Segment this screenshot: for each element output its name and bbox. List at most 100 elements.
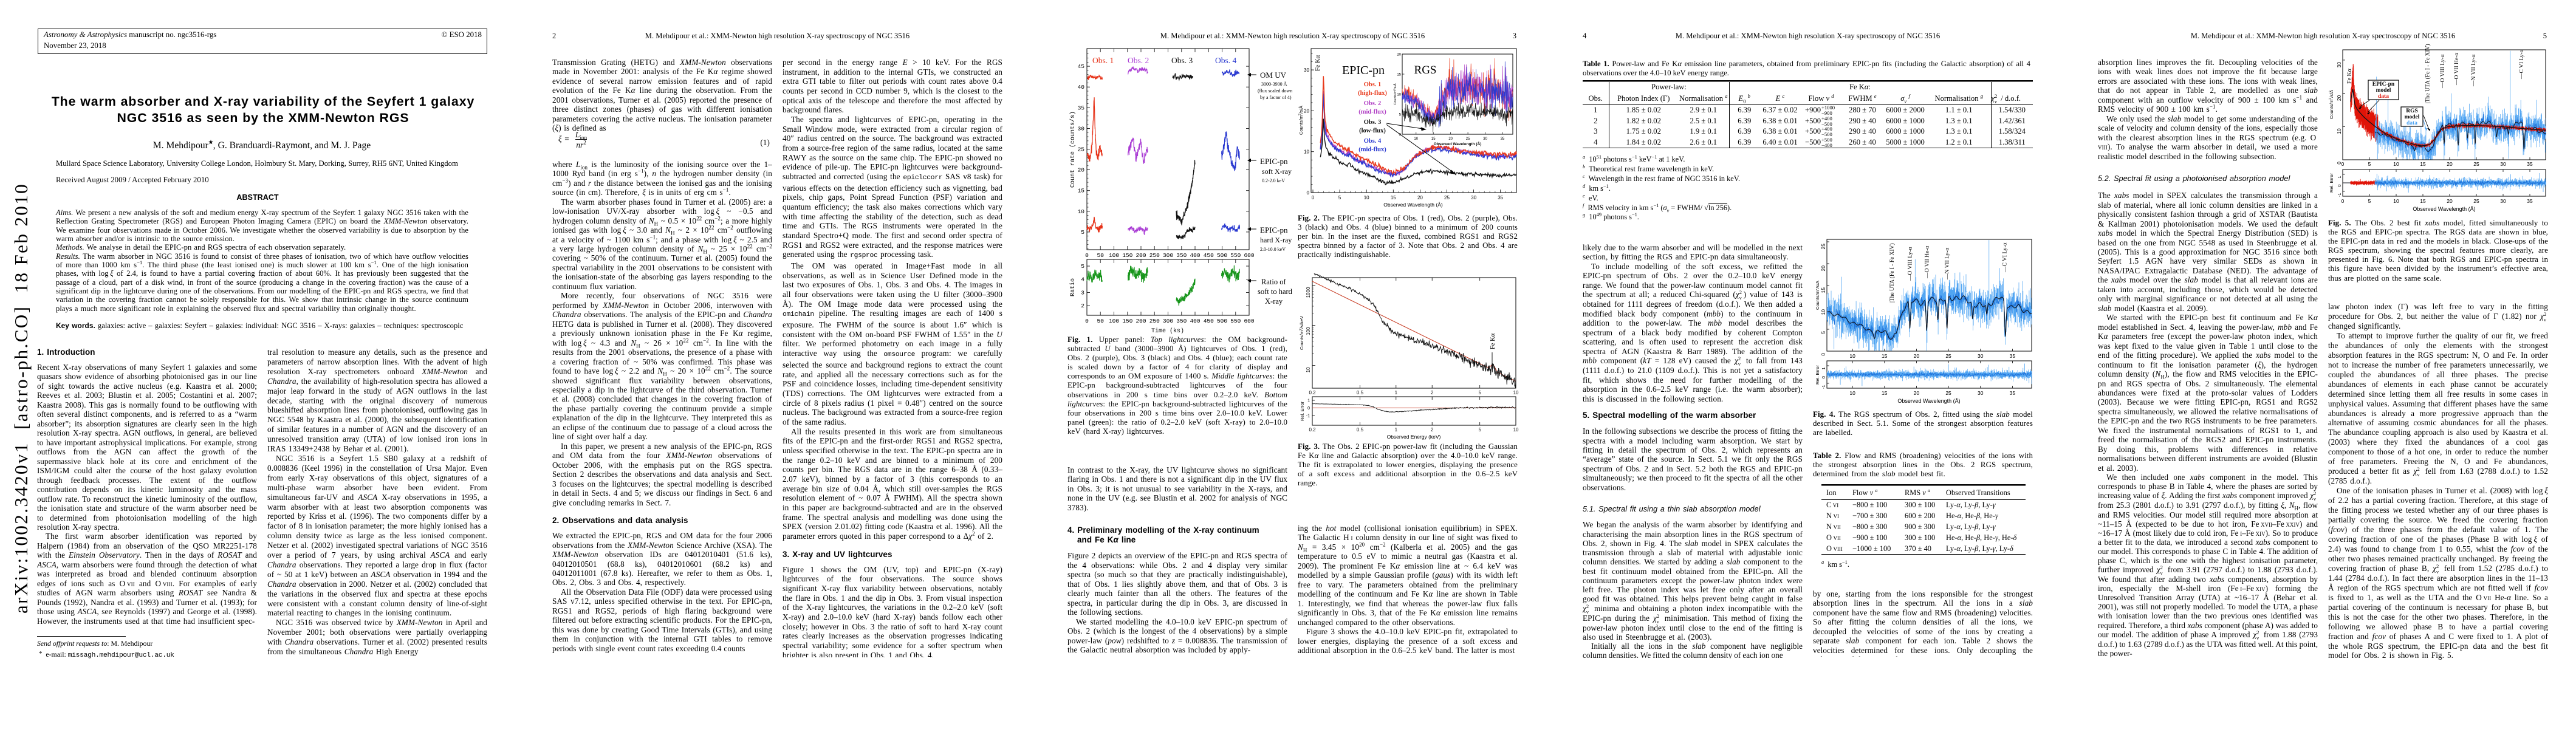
- svg-text:Counts/m2/s/keV: Counts/m2/s/keV: [1299, 316, 1304, 350]
- svg-text:10: 10: [1849, 390, 1855, 396]
- svg-text:Obs. 2: Obs. 2: [1128, 56, 1149, 65]
- svg-text:10: 10: [1397, 94, 1401, 97]
- svg-text:1: 1: [1821, 368, 1826, 370]
- svg-text:10: 10: [2393, 161, 2399, 167]
- svg-text:20: 20: [2447, 161, 2453, 167]
- svg-text:200: 200: [1136, 318, 1146, 324]
- svg-text:RGS: RGS: [2406, 108, 2418, 114]
- svg-text:model: model: [2376, 87, 2391, 94]
- svg-text:250: 250: [1149, 318, 1160, 324]
- svg-text:0: 0: [1085, 252, 1089, 259]
- svg-text:soft to hard: soft to hard: [1258, 287, 1293, 296]
- svg-text:0: 0: [1085, 318, 1089, 324]
- svg-text:3000-3900 Å: 3000-3900 Å: [1261, 81, 1287, 87]
- svg-text:30: 30: [1471, 195, 1476, 200]
- svg-text:50: 50: [1097, 318, 1105, 324]
- svg-text:data: data: [2378, 94, 2389, 100]
- svg-text:—O VIII Ly-α: —O VIII Ly-α: [1908, 247, 1914, 281]
- svg-text:0: 0: [1821, 376, 1826, 378]
- svg-text:(mid-flux): (mid-flux): [1358, 146, 1386, 153]
- svg-text:20: 20: [1448, 137, 1453, 141]
- svg-text:0: 0: [1312, 195, 1315, 200]
- svg-text:35: 35: [1078, 104, 1085, 111]
- svg-text:15: 15: [1391, 195, 1396, 200]
- svg-text:5: 5: [1399, 114, 1402, 117]
- svg-text:Observed Wavelength (Å): Observed Wavelength (Å): [1897, 398, 1960, 404]
- svg-text:500: 500: [1217, 318, 1227, 324]
- svg-text:15: 15: [1431, 137, 1436, 141]
- svg-text:25: 25: [1466, 137, 1470, 141]
- svg-text:20: 20: [2336, 95, 2342, 101]
- svg-text:35: 35: [2527, 161, 2533, 167]
- svg-text:10: 10: [1364, 195, 1369, 200]
- svg-text:Obs. 4: Obs. 4: [1364, 138, 1382, 145]
- svg-text:5: 5: [2368, 161, 2371, 167]
- svg-text:20: 20: [1078, 167, 1085, 174]
- svg-text:10: 10: [1849, 353, 1855, 359]
- svg-text:550: 550: [1230, 252, 1241, 259]
- svg-text:15: 15: [1820, 287, 1826, 293]
- svg-text:15: 15: [2420, 198, 2426, 204]
- svg-text:|The UTA (Fe I - Fe XIV): |The UTA (Fe I - Fe XIV): [2425, 44, 2431, 103]
- svg-text:Rel. Error: Rel. Error: [1816, 364, 1820, 385]
- svg-text:Ratio: Ratio: [1069, 278, 1077, 296]
- svg-text:5: 5: [1081, 229, 1084, 236]
- svg-text:Obs. 3: Obs. 3: [1364, 119, 1382, 126]
- svg-text:25: 25: [1078, 146, 1085, 153]
- svg-text:data: data: [2406, 120, 2417, 126]
- svg-text:soft X-ray: soft X-ray: [1262, 167, 1292, 176]
- svg-text:—C VI Ly-α: —C VI Ly-α: [2002, 242, 2009, 273]
- svg-text:50: 50: [1097, 252, 1105, 259]
- svg-text:35: 35: [2527, 198, 2533, 204]
- svg-text:300: 300: [1163, 318, 1173, 324]
- svg-text:25: 25: [1820, 244, 1826, 250]
- svg-text:15: 15: [1882, 390, 1888, 396]
- svg-text:5: 5: [1478, 390, 1481, 395]
- svg-text:25: 25: [2473, 198, 2479, 204]
- svg-text:10: 10: [2336, 128, 2342, 134]
- svg-text:25: 25: [2473, 161, 2479, 167]
- svg-text:0.2-2.0 keV: 0.2-2.0 keV: [1262, 178, 1285, 183]
- svg-text:15: 15: [1882, 353, 1888, 359]
- svg-text:0: 0: [1307, 190, 1310, 196]
- svg-text:(mid-flux): (mid-flux): [1358, 109, 1386, 115]
- svg-text:(high-flux): (high-flux): [1358, 90, 1387, 97]
- svg-text:1: 1: [1395, 390, 1398, 395]
- svg-text:15: 15: [1397, 74, 1401, 77]
- svg-text:1000: 1000: [1306, 287, 1311, 298]
- svg-text:—C VI Ly-α: —C VI Ly-α: [2519, 49, 2525, 80]
- svg-text:30: 30: [1978, 353, 1984, 359]
- svg-text:600: 600: [1244, 252, 1254, 259]
- svg-text:300: 300: [1163, 252, 1173, 259]
- svg-text:—O VIII Ly-α: —O VIII Ly-α: [2440, 55, 2446, 89]
- svg-text:5: 5: [1478, 427, 1481, 433]
- svg-text:(flux scaled down: (flux scaled down: [1258, 88, 1292, 94]
- svg-text:0: 0: [2341, 198, 2345, 204]
- svg-text:OM UV: OM UV: [1260, 70, 1287, 80]
- svg-text:|The UTA (Fe I - Fe XIV): |The UTA (Fe I - Fe XIV): [1889, 243, 1896, 303]
- svg-text:20: 20: [1397, 53, 1401, 57]
- svg-text:10: 10: [1306, 367, 1311, 372]
- svg-text:0.5: 0.5: [1357, 427, 1364, 433]
- svg-text:0: 0: [2341, 161, 2345, 167]
- svg-text:Observed Wavelength (Å): Observed Wavelength (Å): [1383, 202, 1443, 208]
- svg-text:5: 5: [1820, 331, 1826, 334]
- svg-text:X-ray: X-ray: [1265, 297, 1283, 306]
- svg-text:25: 25: [1945, 353, 1951, 359]
- svg-text:30: 30: [2500, 198, 2506, 204]
- svg-text:35: 35: [2010, 353, 2016, 359]
- svg-text:-1: -1: [2337, 193, 2342, 197]
- svg-text:2: 2: [1081, 303, 1084, 309]
- svg-text:0.5: 0.5: [1357, 390, 1364, 395]
- svg-text:4: 4: [1081, 276, 1084, 283]
- svg-text:500: 500: [1217, 252, 1227, 259]
- svg-text:1: 1: [1395, 427, 1398, 433]
- svg-text:Fe Kα: Fe Kα: [2346, 68, 2353, 84]
- svg-text:1: 1: [1307, 399, 1310, 403]
- svg-text:2.0-10.0 keV: 2.0-10.0 keV: [1260, 247, 1286, 252]
- svg-text:Observed Wavelength (Å): Observed Wavelength (Å): [1434, 141, 1482, 146]
- svg-text:Fe Kα: Fe Kα: [1315, 55, 1321, 71]
- svg-text:EPIC-pn: EPIC-pn: [1260, 157, 1288, 166]
- svg-text:200: 200: [1136, 252, 1146, 259]
- svg-text:Obs. 2: Obs. 2: [1364, 100, 1382, 107]
